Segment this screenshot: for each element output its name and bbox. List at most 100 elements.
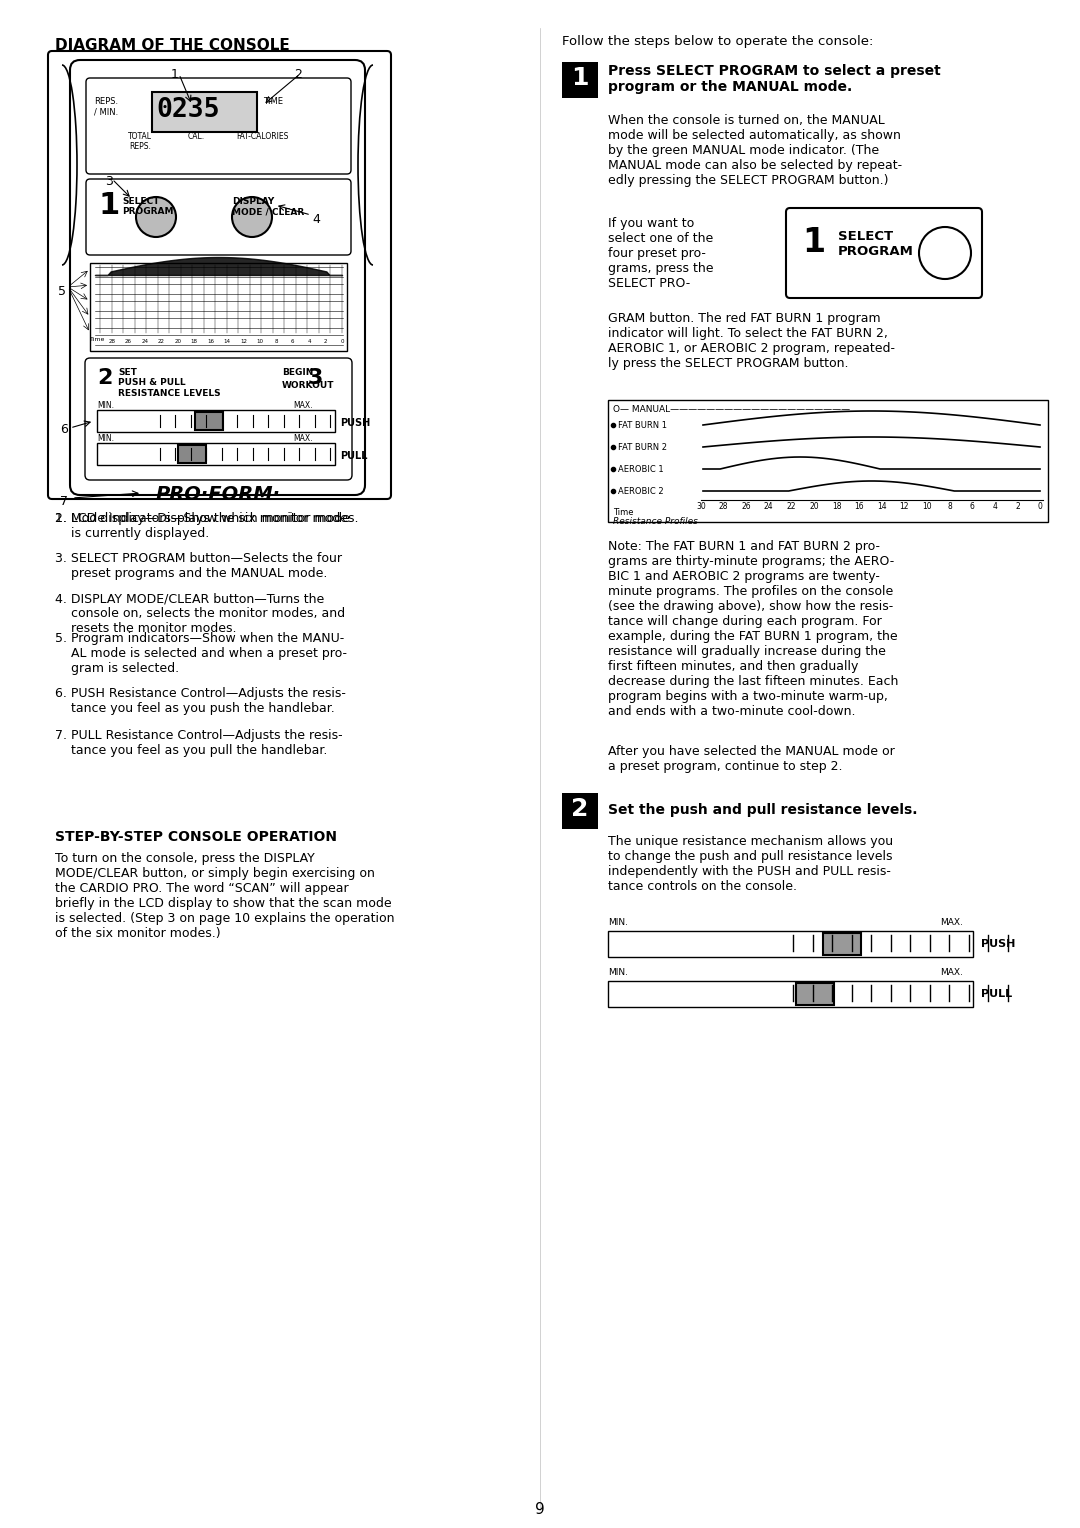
Text: TOTAL
REPS.: TOTAL REPS. [129,131,152,151]
Bar [796,983,834,1005]
Text: 10: 10 [256,339,264,344]
Text: 3. SELECT PROGRAM button—Selects the four
    preset programs and the MANUAL mod: 3. SELECT PROGRAM button—Selects the fou… [55,552,342,581]
Text: 4: 4 [308,339,311,344]
Text: 6: 6 [60,423,68,435]
Text: REPS.
/ MIN.: REPS. / MIN. [94,96,118,116]
Text: 4: 4 [993,503,997,510]
Text: 8: 8 [274,339,278,344]
Text: 24: 24 [764,503,773,510]
Bar [195,413,222,429]
Text: 8: 8 [947,503,951,510]
Text: 2: 2 [1015,503,1020,510]
Text: PUSH: PUSH [340,419,370,428]
FancyBboxPatch shape [86,179,351,255]
Text: The unique resistance mechanism allows you
to change the push and pull resistanc: The unique resistance mechanism allows y… [608,834,893,892]
Text: SET
PUSH & PULL
RESISTANCE LEVELS: SET PUSH & PULL RESISTANCE LEVELS [118,368,220,397]
Text: FAT BURN 1: FAT BURN 1 [618,422,667,429]
Bar [178,445,206,463]
Text: 4. DISPLAY MODE/CLEAR button—Turns the
    console on, selects the monitor modes: 4. DISPLAY MODE/CLEAR button—Turns the c… [55,591,346,636]
Bar [608,931,973,957]
Text: 28: 28 [108,339,116,344]
Text: 0: 0 [340,339,343,344]
Text: 22: 22 [786,503,796,510]
Text: BEGIN: BEGIN [282,368,313,377]
Text: MAX.: MAX. [294,400,313,410]
Text: MIN.: MIN. [608,918,627,927]
Text: MAX.: MAX. [940,969,963,976]
Bar [562,63,598,98]
Bar [608,400,1048,523]
Text: FAT BURN 2: FAT BURN 2 [618,443,667,452]
Text: 16: 16 [207,339,214,344]
Text: DIAGRAM OF THE CONSOLE: DIAGRAM OF THE CONSOLE [55,38,289,53]
Text: Follow the steps below to operate the console:: Follow the steps below to operate the co… [562,35,874,47]
FancyBboxPatch shape [85,358,352,480]
Text: PULL: PULL [981,989,1012,999]
Text: 6: 6 [291,339,295,344]
Text: MIN.: MIN. [97,400,114,410]
Text: 4: 4 [312,212,320,226]
FancyBboxPatch shape [70,60,365,495]
FancyBboxPatch shape [48,50,391,500]
Text: 2: 2 [294,69,302,81]
Text: 2: 2 [97,368,112,388]
Text: 12: 12 [240,339,247,344]
Text: 20: 20 [174,339,181,344]
Text: 0235: 0235 [156,96,219,122]
Bar [608,981,973,1007]
Text: O— MANUAL————————————————————: O— MANUAL———————————————————— [613,405,850,414]
Text: 18: 18 [832,503,841,510]
Text: SELECT
PROGRAM: SELECT PROGRAM [122,197,174,217]
Text: MIN.: MIN. [97,434,114,443]
Text: 6: 6 [970,503,974,510]
Text: TIME: TIME [264,96,283,105]
Text: 7. PULL Resistance Control—Adjusts the resis-
    tance you feel as you pull the: 7. PULL Resistance Control—Adjusts the r… [55,729,342,756]
Bar [97,443,335,465]
Text: Resistance Profiles: Resistance Profiles [613,516,698,526]
Text: 28: 28 [719,503,728,510]
Text: 7: 7 [60,495,68,507]
Text: 26: 26 [741,503,751,510]
Text: 1: 1 [571,66,589,90]
Ellipse shape [232,197,272,237]
Text: When the console is turned on, the MANUAL
mode will be selected automatically, a: When the console is turned on, the MANUA… [608,115,902,186]
Text: 1: 1 [98,191,119,220]
Text: 3: 3 [105,176,113,188]
Bar [97,410,335,432]
Text: CAL.: CAL. [188,131,204,141]
Text: 1: 1 [171,69,179,81]
Text: Press SELECT PROGRAM to select a preset
program or the MANUAL mode.: Press SELECT PROGRAM to select a preset … [608,64,941,95]
Ellipse shape [136,197,176,237]
Text: Time: Time [613,507,634,516]
Text: 1: 1 [802,226,825,260]
Text: PULL: PULL [340,451,367,461]
Text: GRAM button. The red FAT BURN 1 program
indicator will light. To select the FAT : GRAM button. The red FAT BURN 1 program … [608,312,895,370]
Text: Time: Time [90,338,106,342]
Text: 16: 16 [854,503,864,510]
Bar [152,92,257,131]
Text: 5. Program indicators—Show when the MANU-
    AL mode is selected and when a pre: 5. Program indicators—Show when the MANU… [55,633,347,675]
Text: 14: 14 [877,503,887,510]
Text: STEP-BY-STEP CONSOLE OPERATION: STEP-BY-STEP CONSOLE OPERATION [55,830,337,843]
Text: 2. Mode Indicators—Show which monitor mode
    is currently displayed.: 2. Mode Indicators—Show which monitor mo… [55,512,350,539]
Text: Set the push and pull resistance levels.: Set the push and pull resistance levels. [608,804,918,817]
Text: MAX.: MAX. [940,918,963,927]
Text: Note: The FAT BURN 1 and FAT BURN 2 pro-
grams are thirty-minute programs; the A: Note: The FAT BURN 1 and FAT BURN 2 pro-… [608,539,899,718]
Text: 0: 0 [1038,503,1042,510]
Text: SELECT
PROGRAM: SELECT PROGRAM [838,231,914,258]
Text: AEROBIC 1: AEROBIC 1 [618,465,663,474]
Text: 14: 14 [224,339,230,344]
Text: 2: 2 [571,798,589,821]
Text: MIN.: MIN. [608,969,627,976]
Bar [90,263,347,351]
Text: 6. PUSH Resistance Control—Adjusts the resis-
    tance you feel as you push the: 6. PUSH Resistance Control—Adjusts the r… [55,688,346,715]
Text: 3: 3 [308,368,323,388]
Text: 9: 9 [535,1502,545,1517]
Bar [823,934,861,955]
Text: To turn on the console, press the DISPLAY
MODE/CLEAR button, or simply begin exe: To turn on the console, press the DISPLA… [55,853,394,940]
Text: If you want to
select one of the
four preset pro-
grams, press the
SELECT PRO-: If you want to select one of the four pr… [608,217,714,290]
Text: DISPLAY
MODE / CLEAR: DISPLAY MODE / CLEAR [232,197,305,217]
Text: FAT-CALORIES: FAT-CALORIES [237,131,288,141]
Text: AEROBIC 2: AEROBIC 2 [618,487,663,497]
Text: 20: 20 [809,503,819,510]
